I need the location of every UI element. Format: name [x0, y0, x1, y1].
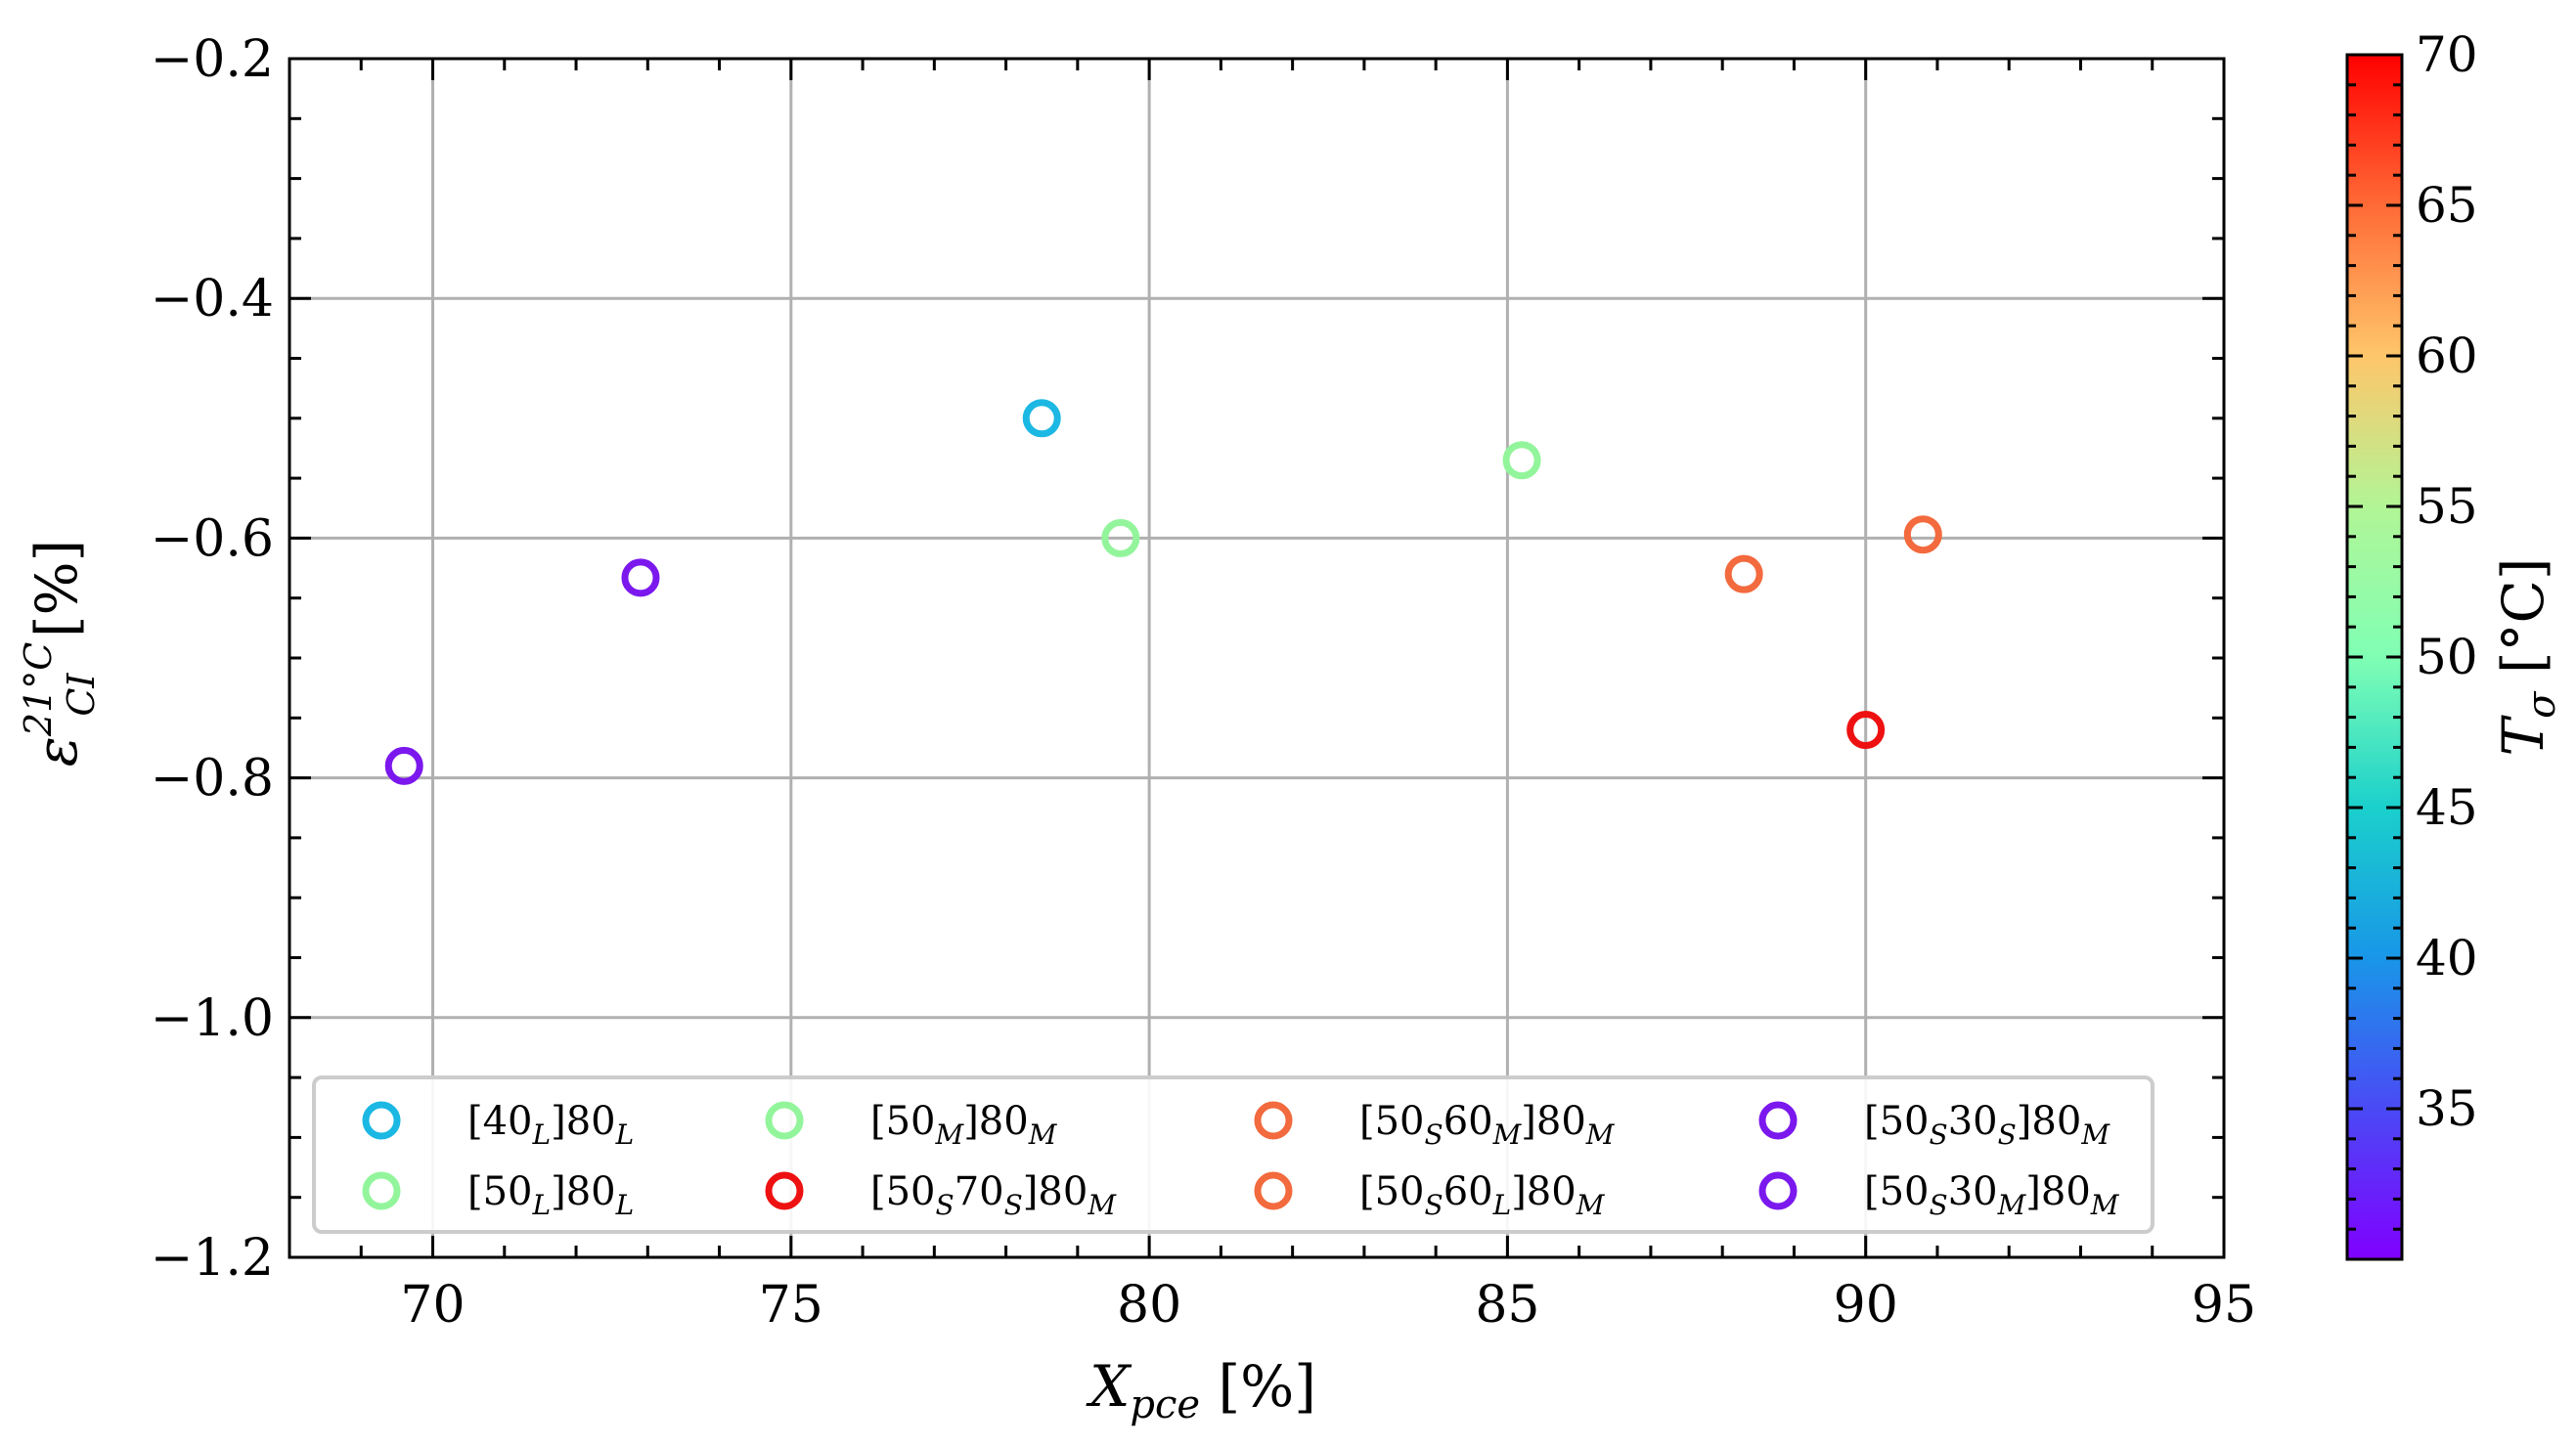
x-tick-label: 70 [400, 1276, 465, 1335]
colorbar-tick-label: 55 [2416, 478, 2478, 535]
legend-marker [1758, 1171, 1798, 1210]
data-points [384, 399, 1942, 785]
colorbar-tick-label: 70 [2416, 26, 2478, 83]
colorbar-ticks: 35 40 45 50 55 60 65 70 [2347, 26, 2478, 1231]
colorbar-tick-label: 45 [2416, 779, 2478, 836]
legend-label: [40L]80L [467, 1099, 634, 1151]
data-point [1502, 441, 1541, 480]
y-tick-label: −1.2 [151, 1229, 274, 1288]
legend-marker [765, 1171, 804, 1210]
data-point [384, 746, 423, 785]
data-point [1101, 518, 1140, 557]
colorbar-tick-label: 35 [2416, 1080, 2478, 1137]
data-point [1903, 515, 1942, 554]
colorbar-tick-label: 60 [2416, 328, 2478, 384]
legend-label: [50S70S]80M [870, 1169, 1117, 1221]
data-point [1022, 399, 1061, 438]
grid-lines [289, 59, 2224, 1257]
x-tick-label: 95 [2192, 1276, 2256, 1335]
colorbar-tick-label: 50 [2416, 629, 2478, 685]
legend-marker [1254, 1101, 1293, 1140]
y-tick-label: −0.8 [151, 750, 274, 809]
legend-box [312, 1075, 2154, 1234]
x-axis-title: Xpce [%] [1086, 1353, 1316, 1427]
x-tick-label: 85 [1475, 1276, 1539, 1335]
legend-label: [50M]80M [870, 1099, 1058, 1151]
x-tick-label: 80 [1117, 1276, 1181, 1335]
x-tick-labels: 70 75 80 85 90 95 [400, 1276, 2256, 1335]
legend-marker [362, 1101, 401, 1140]
y-tick-label: −1.0 [151, 989, 274, 1048]
x-tick-label: 75 [759, 1276, 823, 1335]
data-point [1846, 711, 1886, 750]
y-tick-labels: −1.2 −1.0 −0.8 −0.6 −0.4 −0.2 [151, 30, 274, 1288]
axis-ticks [288, 57, 2226, 1259]
colorbar-tick-label: 40 [2416, 930, 2478, 987]
legend-label: [50S30S]80M [1864, 1099, 2110, 1151]
data-point [621, 558, 660, 597]
y-tick-label: −0.2 [151, 30, 274, 89]
colorbar-tick-label: 65 [2416, 177, 2478, 234]
legend-marker [1758, 1101, 1798, 1140]
legend-label: [50S30M]80M [1864, 1169, 2120, 1221]
data-point [1724, 554, 1763, 593]
legend-label: [50L]80L [467, 1169, 634, 1221]
legend-marker [362, 1171, 401, 1210]
legend-marker [1254, 1171, 1293, 1210]
legend-label: [50S60L]80M [1359, 1169, 1606, 1221]
legend-label: [50S60M]80M [1359, 1099, 1616, 1151]
colorbar-title: Tσ [°C] [2490, 557, 2564, 756]
y-axis-title: ε21°CCI [%] [17, 540, 103, 767]
y-tick-label: −0.6 [151, 509, 274, 568]
y-tick-label: −0.4 [151, 270, 274, 329]
legend: [40L]80L [50M]80M [50S60M]80M [50S30S]80M [5… [312, 1075, 2154, 1234]
x-tick-label: 90 [1834, 1276, 1898, 1335]
legend-marker [765, 1101, 804, 1140]
